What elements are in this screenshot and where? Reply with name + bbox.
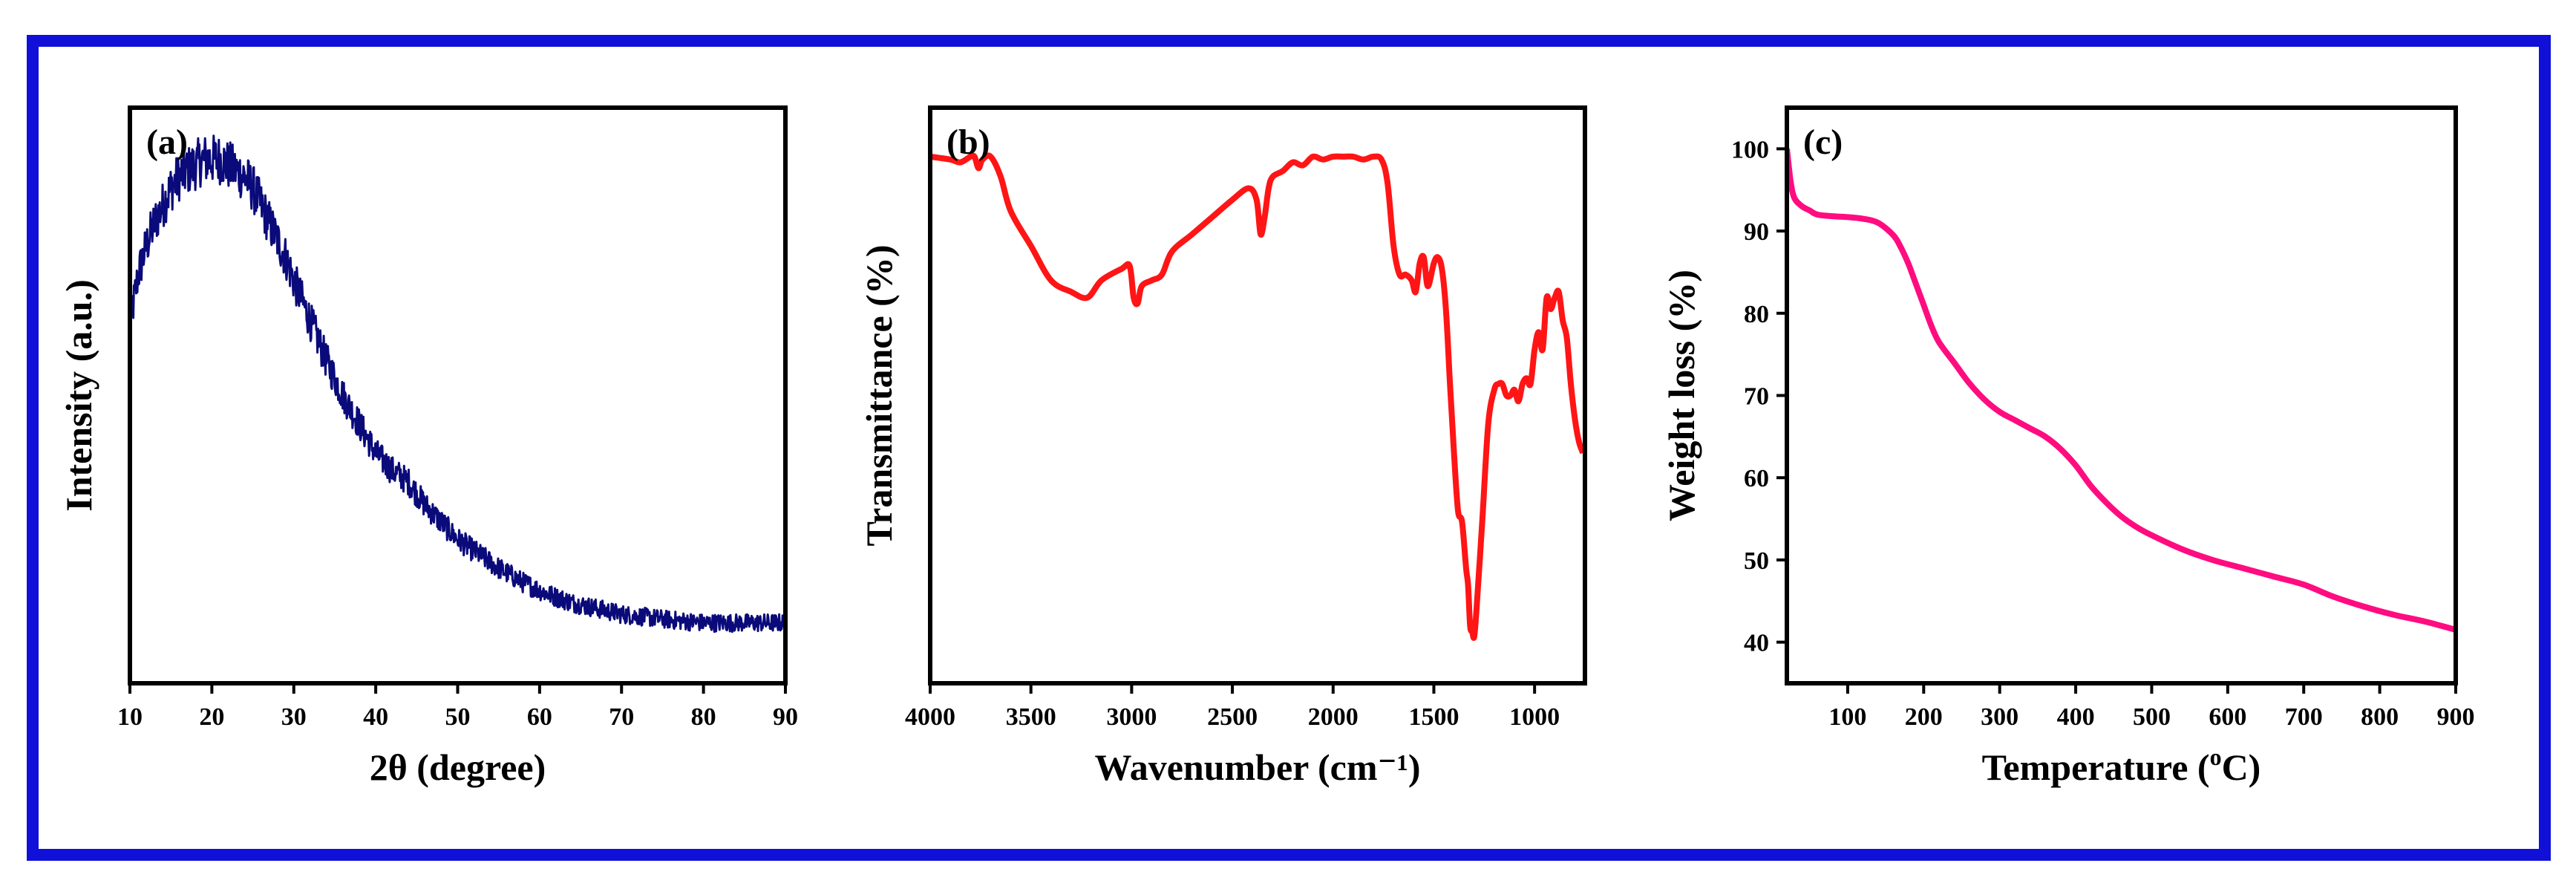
x-tick-label-c: 400	[2057, 703, 2095, 731]
x-tick-label-b: 1500	[1408, 703, 1459, 731]
x-tick-label-b: 3500	[1006, 703, 1056, 731]
series-line-b	[930, 152, 1585, 641]
x-tick-label-b: 3000	[1106, 703, 1157, 731]
plot-frame-a	[128, 105, 788, 686]
y-tick-label-c: 70	[1744, 383, 1769, 411]
x-tick-label-c: 100	[1828, 703, 1866, 731]
x-tick-label-a: 10	[117, 703, 143, 731]
series-line-a	[130, 134, 785, 634]
panel-tag-b: (b)	[947, 123, 990, 162]
y-tick-label-c: 100	[1731, 136, 1769, 163]
x-axis-title-tail-c: C)	[2222, 746, 2261, 788]
y-tick-label-c: 80	[1744, 301, 1769, 328]
x-tick-label-a: 90	[773, 703, 798, 731]
x-tick-label-c: 300	[1981, 703, 2018, 731]
y-axis-title-c: Weight loss (%)	[1661, 270, 1702, 521]
y-tick-label-c: 40	[1744, 630, 1769, 657]
plot-frame-c	[1785, 105, 2458, 686]
x-tick-label-c: 800	[2361, 703, 2399, 731]
x-axis-title-sup-c: o	[2210, 743, 2222, 770]
x-tick-label-a: 80	[691, 703, 716, 731]
plot-frame-b	[928, 105, 1587, 686]
panel-tag-c: (c)	[1803, 123, 1843, 162]
y-tick-label-c: 60	[1744, 465, 1769, 492]
x-tick-label-a: 20	[199, 703, 224, 731]
x-tick-label-c: 200	[1905, 703, 1943, 731]
x-tick-label-b: 2500	[1207, 703, 1258, 731]
x-tick-label-c: 600	[2209, 703, 2246, 731]
x-tick-label-c: 500	[2133, 703, 2171, 731]
panel-tag-a: (a)	[146, 123, 188, 162]
x-tick-label-a: 40	[363, 703, 388, 731]
figure-frame	[27, 35, 2551, 861]
panel-b: 4000 3500 3000 2500 2000 1500 1000 (b) Wavenumbe…	[858, 105, 1587, 788]
y-tick-label-c: 50	[1744, 547, 1769, 575]
x-axis-title-b: Wavenumber (cm⁻¹)	[1094, 746, 1420, 788]
panel-c: 100 200 300 400 500 600 700 800 900 40 50 60 70 80 90 1…	[1661, 105, 2475, 788]
series-line-c	[1787, 148, 2456, 633]
panel-a: 10 20 30 40 50 60 70 80 90 (a) 2θ (degree) Intensit…	[58, 105, 798, 788]
y-axis-title-a: Intensity (a.u.)	[58, 279, 99, 512]
x-tick-label-a: 70	[609, 703, 634, 731]
x-tick-label-b: 2000	[1308, 703, 1359, 731]
x-axis-title-a: 2θ (degree)	[370, 746, 546, 788]
x-tick-label-a: 60	[527, 703, 552, 731]
x-tick-label-a: 50	[445, 703, 471, 731]
x-axis-title-c: Temperature (oC)	[1982, 743, 2261, 788]
x-tick-label-b: 4000	[905, 703, 955, 731]
x-tick-label-b: 1000	[1509, 703, 1560, 731]
y-axis-title-b: Transmittance (%)	[858, 245, 900, 547]
x-tick-label-c: 700	[2285, 703, 2323, 731]
y-tick-label-c: 90	[1744, 218, 1769, 246]
x-tick-label-c: 900	[2437, 703, 2475, 731]
x-tick-label-a: 30	[281, 703, 307, 731]
